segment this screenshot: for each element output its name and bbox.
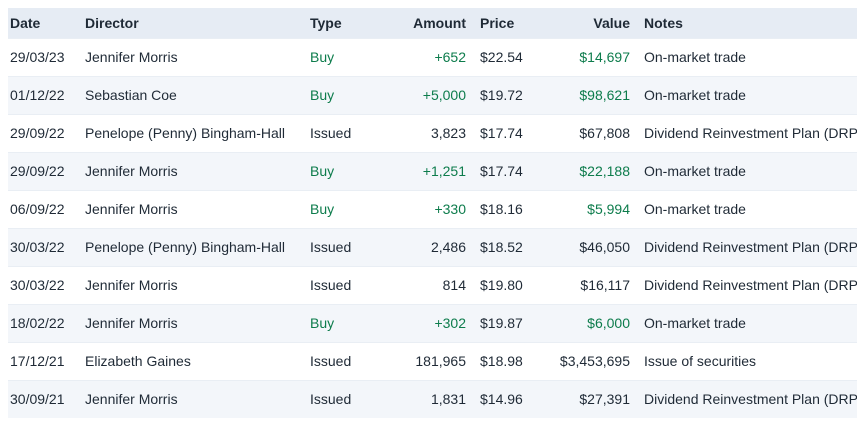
cell-director: Penelope (Penny) Bingham-Hall <box>85 114 310 153</box>
cell-type: Buy <box>310 152 405 191</box>
cell-notes: Issue of securities <box>630 342 857 381</box>
table-row: 06/09/22 Jennifer Morris Buy +330 $18.16 $5,9… <box>8 190 857 229</box>
cell-director: Jennifer Morris <box>85 190 310 229</box>
cell-director: Jennifer Morris <box>85 304 310 343</box>
cell-type: Buy <box>310 190 405 229</box>
table-body: 29/03/23 Jennifer Morris Buy +652 $22.54 $14,… <box>8 38 857 418</box>
cell-amount: +330 <box>405 190 466 229</box>
cell-notes: On-market trade <box>630 304 857 343</box>
director-transactions-table: Date Director Type Amount Price Value No… <box>8 8 857 418</box>
cell-amount: 181,965 <box>405 342 466 381</box>
cell-type: Issued <box>310 266 405 305</box>
cell-value: $6,000 <box>555 304 630 343</box>
column-header-director[interactable]: Director <box>85 8 310 39</box>
cell-date: 29/03/23 <box>8 38 85 77</box>
cell-director: Jennifer Morris <box>85 152 310 191</box>
cell-amount: +5,000 <box>405 76 466 115</box>
column-header-value[interactable]: Value <box>555 8 630 39</box>
cell-price: $22.54 <box>466 38 555 77</box>
cell-amount: +652 <box>405 38 466 77</box>
cell-type: Issued <box>310 228 405 267</box>
cell-date: 29/09/22 <box>8 114 85 153</box>
table-row: 01/12/22 Sebastian Coe Buy +5,000 $19.72 $98,… <box>8 76 857 115</box>
column-header-amount[interactable]: Amount <box>405 8 466 39</box>
cell-amount: 3,823 <box>405 114 466 153</box>
cell-notes: On-market trade <box>630 190 857 229</box>
cell-price: $19.72 <box>466 76 555 115</box>
cell-price: $14.96 <box>466 380 555 418</box>
table-row: 29/03/23 Jennifer Morris Buy +652 $22.54 $14,… <box>8 38 857 77</box>
cell-value: $3,453,695 <box>555 342 630 381</box>
cell-date: 29/09/22 <box>8 152 85 191</box>
cell-price: $19.80 <box>466 266 555 305</box>
cell-value: $27,391 <box>555 380 630 418</box>
cell-director: Sebastian Coe <box>85 76 310 115</box>
table-row: 17/12/21 Elizabeth Gaines Issued 181,965 $18… <box>8 342 857 381</box>
cell-date: 17/12/21 <box>8 342 85 381</box>
cell-amount: +302 <box>405 304 466 343</box>
cell-notes: Dividend Reinvestment Plan (DRP) <box>630 380 857 418</box>
cell-price: $18.98 <box>466 342 555 381</box>
cell-value: $67,808 <box>555 114 630 153</box>
table-row: 29/09/22 Penelope (Penny) Bingham-Hall Iss… <box>8 114 857 153</box>
column-header-type[interactable]: Type <box>310 8 405 39</box>
cell-notes: On-market trade <box>630 152 857 191</box>
table-row: 30/03/22 Jennifer Morris Issued 814 $19.80 $1… <box>8 266 857 305</box>
cell-amount: 2,486 <box>405 228 466 267</box>
cell-date: 30/03/22 <box>8 266 85 305</box>
cell-amount: 814 <box>405 266 466 305</box>
column-header-notes[interactable]: Notes <box>630 8 857 39</box>
cell-date: 30/09/21 <box>8 380 85 418</box>
table-row: 30/09/21 Jennifer Morris Issued 1,831 $14.96… <box>8 380 857 418</box>
cell-type: Buy <box>310 304 405 343</box>
cell-director: Jennifer Morris <box>85 380 310 418</box>
cell-value: $14,697 <box>555 38 630 77</box>
cell-notes: On-market trade <box>630 38 857 77</box>
cell-director: Jennifer Morris <box>85 266 310 305</box>
cell-notes: Dividend Reinvestment Plan (DRP) <box>630 266 857 305</box>
cell-notes: Dividend Reinvestment Plan (DRP) <box>630 114 857 153</box>
cell-price: $17.74 <box>466 114 555 153</box>
cell-value: $16,117 <box>555 266 630 305</box>
cell-price: $17.74 <box>466 152 555 191</box>
cell-type: Issued <box>310 342 405 381</box>
cell-date: 01/12/22 <box>8 76 85 115</box>
table-row: 18/02/22 Jennifer Morris Buy +302 $19.87 $6,0… <box>8 304 857 343</box>
cell-value: $46,050 <box>555 228 630 267</box>
cell-value: $5,994 <box>555 190 630 229</box>
cell-value: $22,188 <box>555 152 630 191</box>
column-header-date[interactable]: Date <box>8 8 85 39</box>
cell-type: Buy <box>310 38 405 77</box>
cell-director: Elizabeth Gaines <box>85 342 310 381</box>
cell-director: Penelope (Penny) Bingham-Hall <box>85 228 310 267</box>
header-row: Date Director Type Amount Price Value No… <box>8 8 857 39</box>
cell-date: 30/03/22 <box>8 228 85 267</box>
cell-notes: On-market trade <box>630 76 857 115</box>
cell-price: $19.87 <box>466 304 555 343</box>
cell-type: Buy <box>310 76 405 115</box>
cell-value: $98,621 <box>555 76 630 115</box>
table-row: 29/09/22 Jennifer Morris Buy +1,251 $17.74 $2… <box>8 152 857 191</box>
cell-amount: +1,251 <box>405 152 466 191</box>
cell-date: 06/09/22 <box>8 190 85 229</box>
table-row: 30/03/22 Penelope (Penny) Bingham-Hall Iss… <box>8 228 857 267</box>
cell-amount: 1,831 <box>405 380 466 418</box>
cell-notes: Dividend Reinvestment Plan (DRP) <box>630 228 857 267</box>
cell-date: 18/02/22 <box>8 304 85 343</box>
cell-type: Issued <box>310 114 405 153</box>
cell-price: $18.16 <box>466 190 555 229</box>
cell-price: $18.52 <box>466 228 555 267</box>
column-header-price[interactable]: Price <box>466 8 555 39</box>
cell-type: Issued <box>310 380 405 418</box>
cell-director: Jennifer Morris <box>85 38 310 77</box>
